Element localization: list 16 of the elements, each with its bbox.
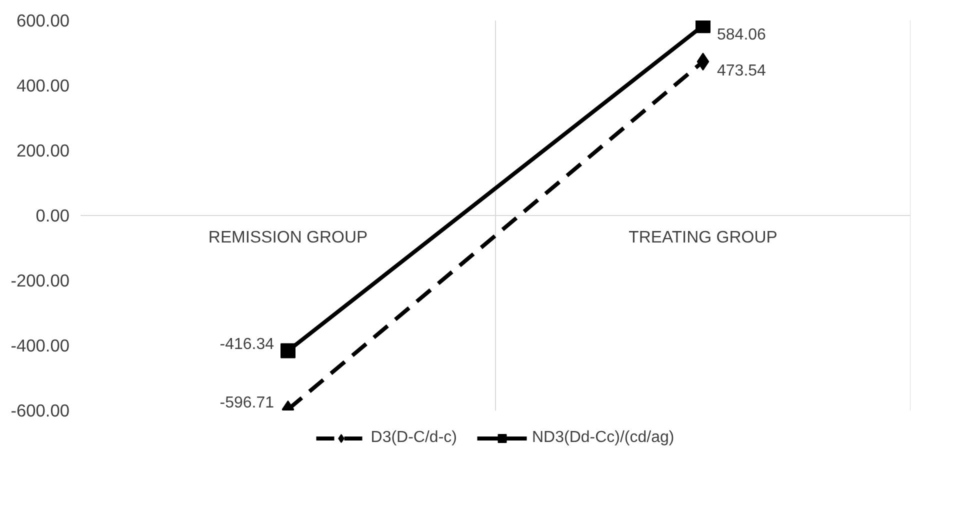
y-tick-label: 200.00 [16, 140, 70, 160]
y-tick-label: -600.00 [10, 400, 70, 420]
point [696, 20, 710, 34]
data-label: 584.06 [717, 26, 766, 44]
data-label: -596.71 [220, 394, 274, 412]
legend-label: ND3(Dd-Cc)/(cd/ag) [532, 429, 674, 447]
x-tick-label: TREATING GROUP [628, 228, 778, 246]
data-label: 473.54 [717, 62, 766, 80]
legend-label: D3(D-C/d-c) [370, 429, 457, 447]
y-tick-label: 600.00 [16, 10, 70, 30]
y-tick-label: -400.00 [10, 336, 70, 356]
y-tick-label: 400.00 [16, 76, 70, 96]
x-tick-label: REMISSION GROUP [208, 228, 368, 246]
y-tick-label: 0.00 [36, 206, 70, 226]
data-label: -416.34 [220, 336, 274, 353]
y-tick-label: -200.00 [10, 270, 70, 290]
